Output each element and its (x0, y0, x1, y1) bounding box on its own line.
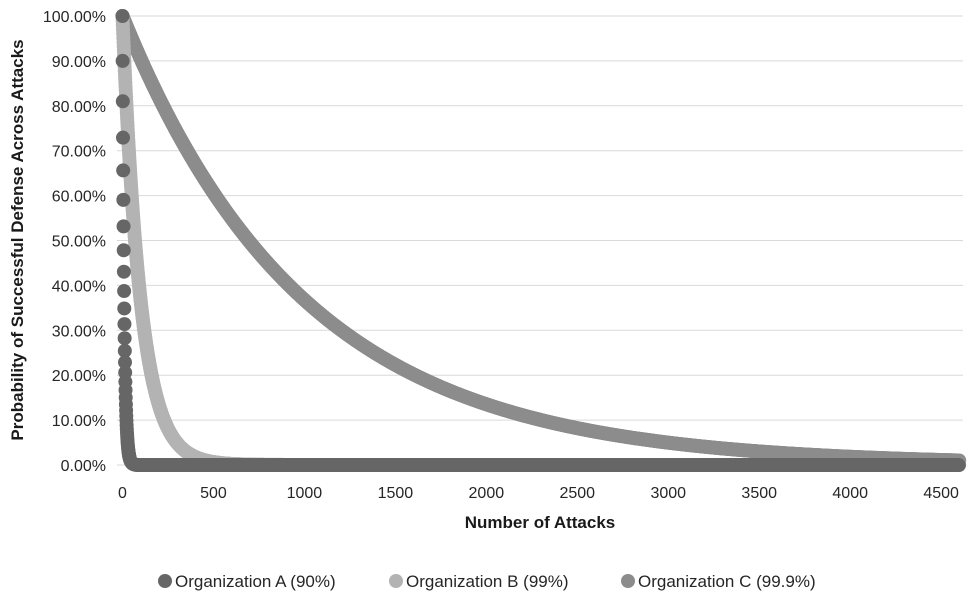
data-point (116, 130, 130, 145)
legend: Organization A (90%) Organization B (99%)… (158, 572, 816, 591)
y-tick-label: 90.00% (52, 54, 106, 71)
legend-marker (389, 574, 403, 588)
legend-label: Organization B (99%) (406, 572, 569, 591)
data-point (115, 94, 130, 109)
y-tick-label: 80.00% (52, 99, 106, 116)
data-point (116, 219, 131, 234)
data-point (117, 343, 132, 358)
x-tick-label: 4500 (923, 485, 959, 502)
x-tick-label: 500 (200, 485, 227, 502)
series-a (115, 9, 966, 472)
x-axis-title: Number of Attacks (465, 513, 616, 532)
y-axis-ticks: 0.00% 10.00% 20.00% 30.00% 40.00% 50.00% 60.00… (43, 9, 106, 475)
data-point (115, 9, 130, 23)
data-point (115, 53, 130, 68)
y-tick-label: 60.00% (52, 189, 106, 206)
data-point (117, 317, 132, 332)
data-point (116, 192, 131, 207)
y-tick-label: 10.00% (52, 413, 106, 430)
x-tick-label: 4000 (832, 485, 868, 502)
y-tick-label: 20.00% (52, 368, 106, 385)
data-point (117, 301, 132, 316)
legend-item: Organization B (99%) (389, 572, 569, 591)
x-tick-label: 1000 (287, 485, 323, 502)
y-axis-title: Probability of Successful Defense Across… (8, 39, 27, 440)
data-point (951, 458, 966, 472)
data-point (117, 284, 132, 299)
x-tick-label: 0 (118, 485, 127, 502)
legend-item: Organization C (99.9%) (621, 572, 816, 591)
x-tick-label: 1500 (378, 485, 414, 502)
gridlines (117, 15, 963, 466)
legend-label: Organization C (99.9%) (638, 572, 816, 591)
x-tick-label: 2000 (469, 485, 505, 502)
y-tick-label: 50.00% (52, 234, 106, 251)
y-tick-label: 100.00% (43, 9, 106, 26)
legend-marker (621, 574, 635, 588)
x-tick-label: 3000 (650, 485, 686, 502)
data-point (118, 355, 133, 370)
data-point (116, 243, 131, 258)
x-axis-ticks: 0 500 1000 1500 2000 2500 3000 3500 4000 4500 (118, 485, 959, 502)
y-tick-label: 40.00% (52, 278, 106, 295)
x-tick-label: 2500 (559, 485, 595, 502)
series-c (115, 9, 967, 468)
y-tick-label: 30.00% (52, 323, 106, 340)
plot-area (115, 9, 967, 472)
legend-label: Organization A (90%) (175, 572, 336, 591)
data-point (117, 331, 132, 346)
data-point (116, 264, 131, 279)
legend-marker (158, 574, 172, 588)
data-point (116, 163, 131, 178)
legend-item: Organization A (90%) (158, 572, 336, 591)
y-tick-label: 70.00% (52, 144, 106, 161)
y-tick-label: 0.00% (61, 458, 106, 475)
x-tick-label: 3500 (741, 485, 777, 502)
